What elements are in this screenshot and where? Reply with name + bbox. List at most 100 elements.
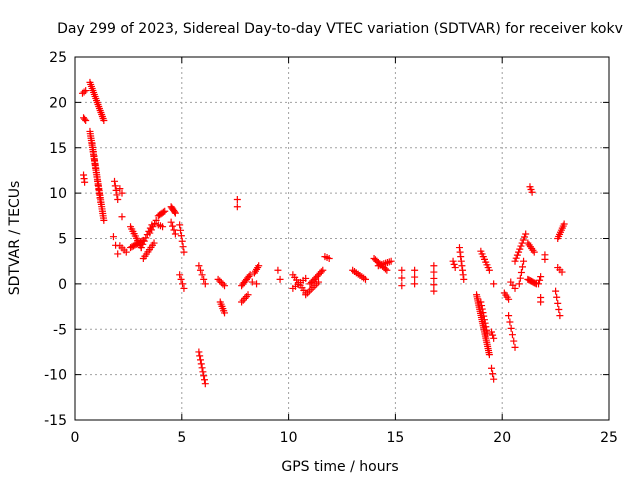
data-point: [536, 276, 544, 284]
data-point: [161, 207, 169, 215]
data-point: [100, 216, 108, 224]
data-point: [246, 271, 254, 279]
data-point: [411, 266, 419, 274]
data-point: [361, 275, 369, 283]
data-point: [553, 293, 561, 301]
data-point: [118, 189, 126, 197]
data-point: [171, 230, 179, 238]
y-tick-label: 20: [49, 95, 67, 111]
data-point: [100, 117, 108, 125]
data-point: [305, 287, 313, 295]
data-point: [478, 305, 486, 313]
data-point: [457, 257, 465, 265]
data-point: [530, 248, 538, 256]
data-point: [456, 248, 464, 256]
grid-layer: [75, 57, 609, 420]
data-point: [556, 312, 564, 320]
data-point: [518, 263, 526, 271]
data-point: [94, 181, 102, 189]
data-point: [137, 244, 145, 252]
x-axis-label: GPS time / hours: [281, 459, 398, 475]
data-point: [177, 226, 185, 234]
data-point: [521, 233, 529, 241]
x-axis: 0 5 10 15 20 25: [71, 57, 618, 446]
data-point: [195, 348, 203, 356]
x-tick-label: 15: [386, 430, 404, 446]
data-point: [505, 295, 513, 303]
data-point: [167, 218, 175, 226]
data-point: [449, 257, 457, 265]
data-point: [244, 291, 252, 299]
x-tick-label: 5: [177, 430, 186, 446]
data-point: [196, 356, 204, 364]
y-axis: -15 -10 -5 0 5 10 15 20 25: [44, 50, 609, 429]
data-point: [89, 148, 97, 156]
data-point: [139, 240, 147, 248]
data-point: [477, 298, 485, 306]
data-point: [198, 364, 206, 372]
data-point: [274, 266, 282, 274]
data-point: [82, 87, 90, 95]
data-point: [537, 298, 545, 306]
data-point: [245, 272, 253, 280]
data-point: [398, 266, 406, 274]
data-point: [276, 275, 284, 283]
data-point: [116, 185, 124, 193]
data-point: [317, 268, 325, 276]
data-point: [92, 169, 100, 177]
data-point: [450, 260, 458, 268]
data-point: [159, 223, 167, 231]
data-point: [460, 275, 468, 283]
data-point: [200, 376, 208, 384]
data-point: [490, 375, 498, 383]
data-point: [91, 160, 99, 168]
data-point: [459, 271, 467, 279]
data-point: [528, 188, 536, 196]
data-point: [177, 275, 185, 283]
data-point: [512, 254, 520, 262]
y-tick-label: -5: [53, 322, 67, 338]
data-point: [146, 229, 154, 237]
data-point: [558, 268, 566, 276]
data-point: [459, 266, 467, 274]
data-point: [171, 209, 179, 217]
data-point: [515, 248, 523, 256]
data-point: [537, 273, 545, 281]
data-point: [535, 280, 543, 288]
data-point: [480, 312, 488, 320]
data-point: [111, 177, 119, 185]
data-point: [196, 352, 204, 360]
data-point: [325, 254, 333, 262]
data-point: [200, 275, 208, 283]
data-point: [520, 257, 528, 265]
data-point: [221, 309, 229, 317]
data-point: [430, 287, 438, 295]
data-point: [507, 324, 515, 332]
data-point: [482, 323, 490, 331]
data-point: [430, 281, 438, 289]
data-point: [142, 234, 150, 242]
data-point: [387, 257, 395, 265]
data-point: [511, 284, 519, 292]
data-point: [109, 233, 117, 241]
data-point: [458, 262, 466, 270]
data-point: [517, 242, 525, 250]
data-point: [179, 243, 187, 251]
data-point: [555, 306, 563, 314]
data-point: [489, 370, 497, 378]
data-point: [171, 208, 179, 216]
data-point: [114, 250, 122, 258]
data-point: [517, 269, 525, 277]
data-point: [239, 296, 247, 304]
data-point: [554, 299, 562, 307]
y-tick-label: 25: [49, 50, 67, 66]
data-point: [150, 239, 158, 247]
data-point: [430, 268, 438, 276]
data-point: [457, 253, 465, 261]
data-point: [113, 191, 121, 199]
data-point: [255, 262, 263, 270]
data-point: [93, 173, 101, 181]
plot-frame: [74, 56, 610, 421]
data-point: [490, 280, 498, 288]
